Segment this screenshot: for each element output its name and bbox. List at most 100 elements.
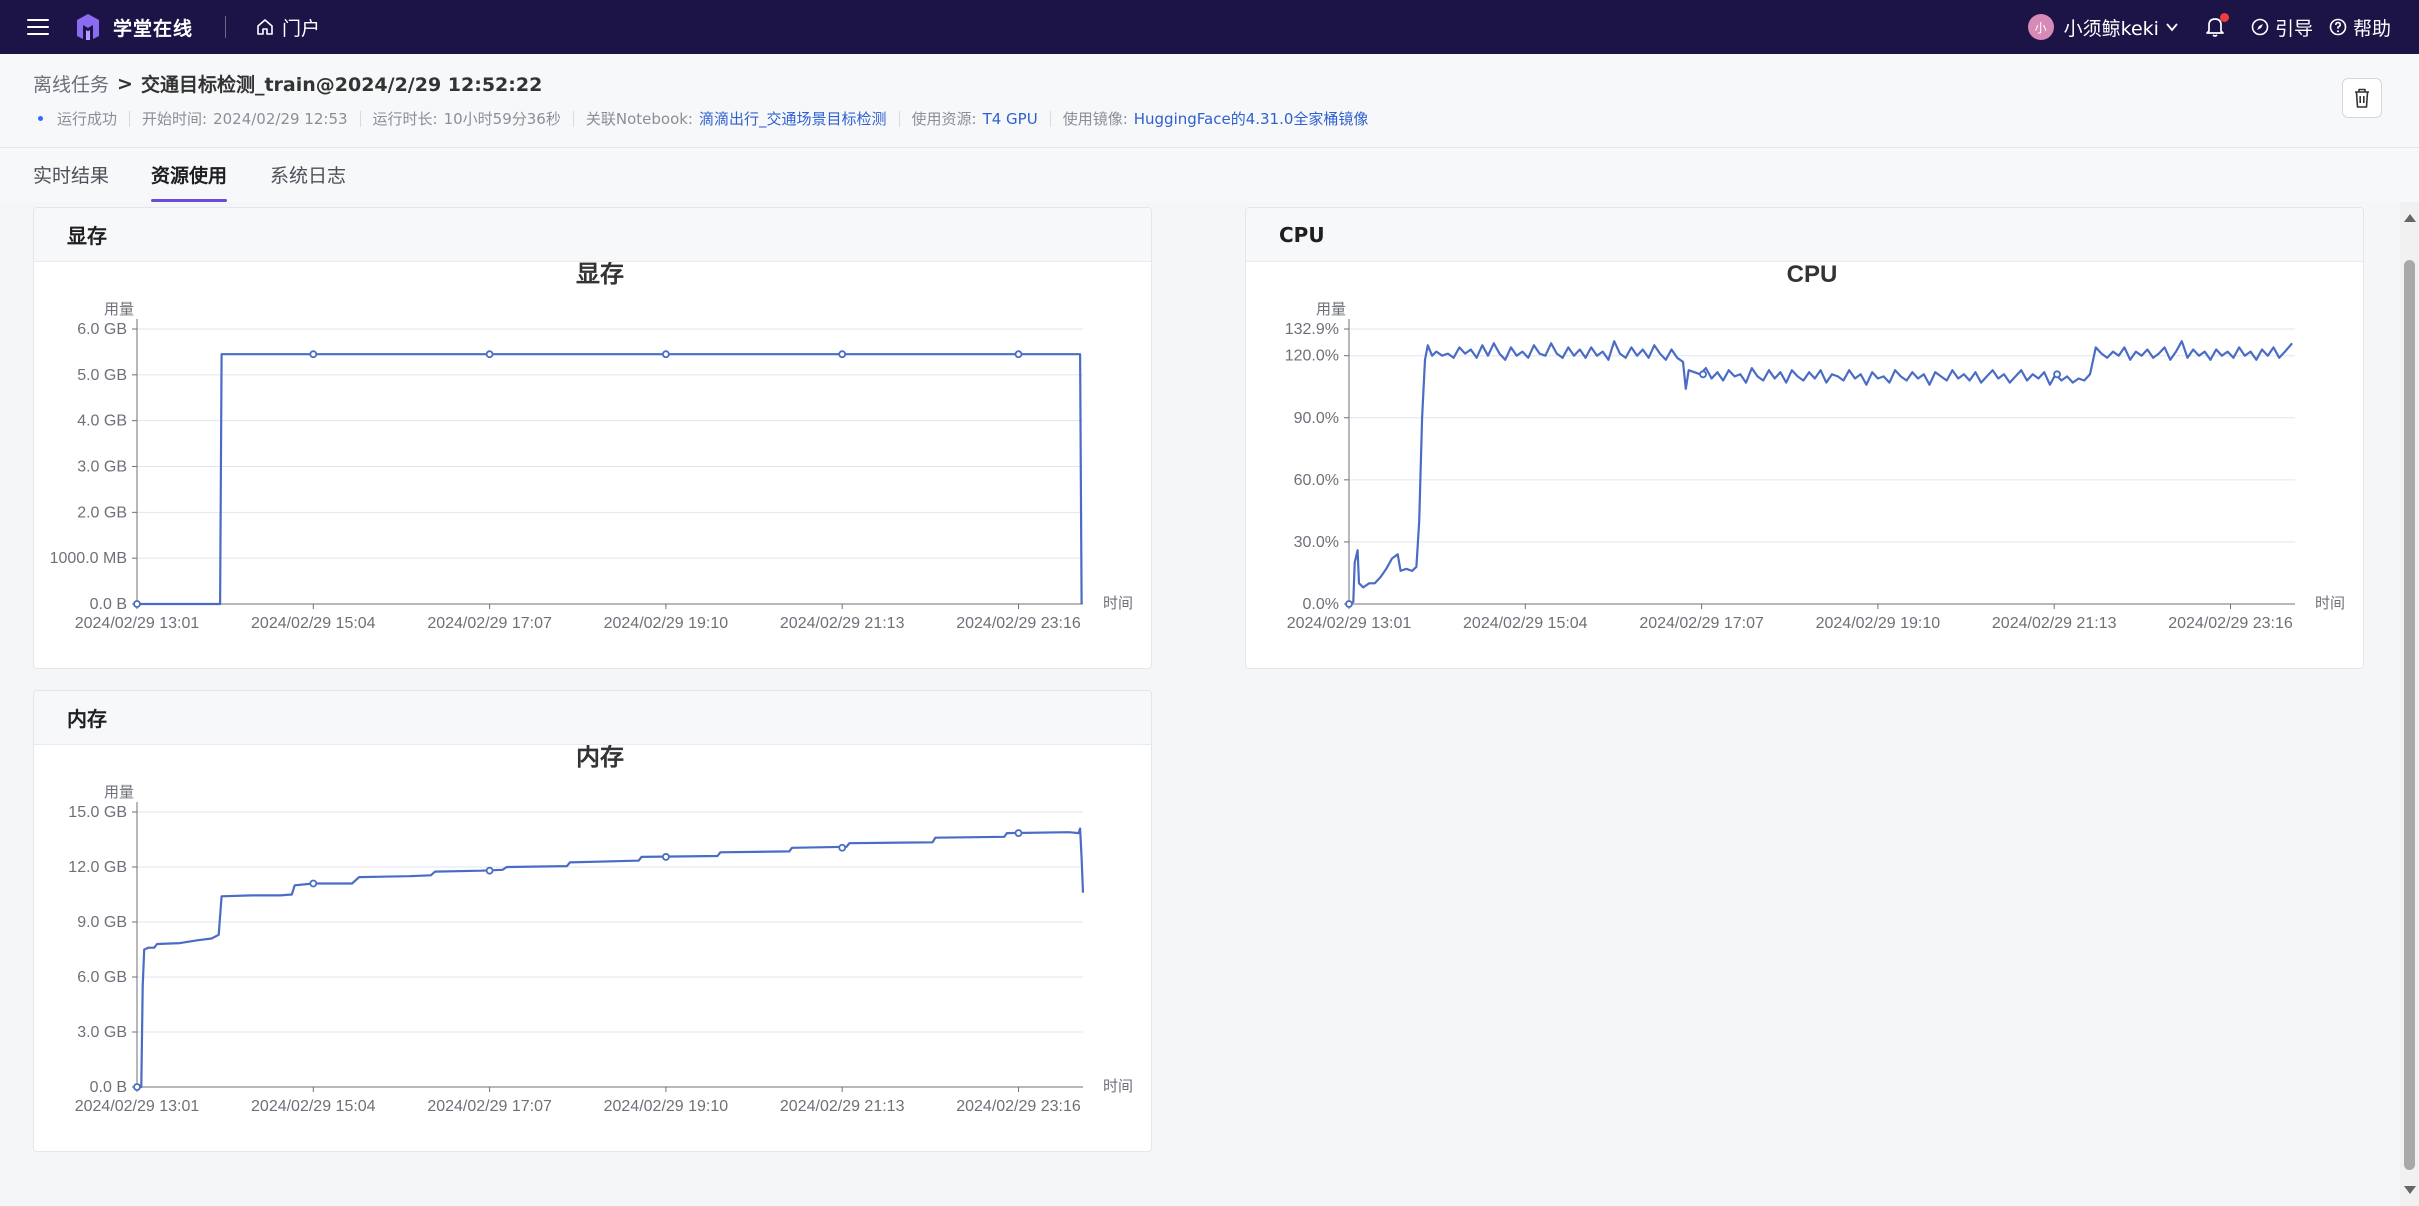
chart-title: 显存 (576, 262, 624, 288)
delete-button[interactable] (2342, 78, 2382, 118)
x-tick-label: 2024/02/29 19:10 (1816, 615, 1941, 632)
y-tick-label: 60.0% (1294, 472, 1339, 489)
resource-label: 使用资源: (911, 110, 977, 128)
chevron-down-icon (2166, 23, 2178, 32)
y-tick-label: 3.0 GB (77, 1024, 127, 1041)
notification-button[interactable] (2205, 13, 2229, 38)
y-tick-label: 9.0 GB (77, 914, 127, 931)
x-tick-label: 2024/02/29 17:07 (1639, 615, 1764, 632)
data-point (1699, 370, 1707, 379)
start-time-label: 开始时间: (142, 110, 208, 128)
x-tick-label: 2024/02/29 17:07 (427, 1098, 552, 1115)
status-text: 运行成功 (57, 110, 118, 128)
task-meta: 运行成功 开始时间: 2024/02/29 12:53 运行时长: 10小时59… (38, 108, 1368, 129)
notification-dot (2219, 13, 2229, 22)
x-tick-label: 2024/02/29 13:01 (75, 615, 200, 632)
user-menu[interactable]: 小须鲸keki (2064, 14, 2179, 41)
divider (129, 110, 131, 127)
x-tick-label: 2024/02/29 13:01 (75, 1098, 200, 1115)
y-tick-label: 0.0% (1303, 596, 1339, 613)
panel-title: 显存 (34, 208, 1151, 262)
x-axis-label: 时间 (1103, 1077, 1133, 1095)
x-tick-label: 2024/02/29 19:10 (604, 1098, 729, 1115)
data-point (838, 350, 847, 359)
x-tick-label: 2024/02/29 21:13 (1992, 615, 2117, 632)
breadcrumb-parent[interactable]: 离线任务 (33, 74, 110, 96)
start-time: 开始时间: 2024/02/29 12:53 (142, 108, 348, 129)
breadcrumb-separator: > (117, 72, 133, 95)
x-axis-label: 时间 (2315, 594, 2345, 612)
notebook-label: 关联Notebook: (585, 110, 693, 128)
guide-button[interactable]: 引导 (2251, 14, 2313, 41)
data-point (133, 600, 141, 608)
username: 小须鲸keki (2063, 17, 2159, 40)
logo-text: 学堂在线 (113, 17, 194, 40)
x-tick-label: 2024/02/29 21:13 (780, 1098, 905, 1115)
data-point (1014, 829, 1023, 837)
duration-value: 10小时59分36秒 (443, 110, 561, 128)
series-line (1348, 340, 2293, 605)
scrollbar[interactable] (2400, 202, 2419, 1206)
x-tick-label: 2024/02/29 15:04 (251, 1098, 376, 1115)
scrollbar-thumb[interactable] (2404, 260, 2415, 1170)
data-point (1014, 350, 1023, 359)
help-button[interactable]: 帮助 (2329, 14, 2391, 41)
x-tick-label: 2024/02/29 21:13 (780, 615, 905, 632)
task-header: 离线任务 > 交通目标检测_train@2024/2/29 12:52:22 运… (0, 54, 2419, 148)
x-tick-label: 2024/02/29 23:16 (2168, 615, 2293, 632)
series-line (137, 827, 1085, 1089)
cpu-panel: CPU CPU 用量 0.0% 30.0% 60.0% 90.0% 120.0% 132.9%… (1245, 207, 2364, 669)
y-tick-label: 3.0 GB (77, 459, 127, 476)
tab-bar: 实时结果 资源使用 系统日志 (0, 148, 2419, 202)
data-point (662, 853, 670, 861)
divider (1049, 110, 1051, 127)
portal-label: 门户 (282, 17, 321, 40)
chart-title: 内存 (576, 745, 624, 771)
top-navbar: 学堂在线 门户 小 小须鲸keki 引导 帮助 (0, 0, 2419, 54)
tab-system-log[interactable]: 系统日志 (270, 165, 347, 187)
divider (359, 110, 361, 127)
logo[interactable]: 学堂在线 (73, 12, 193, 42)
x-tick-label: 2024/02/29 13:01 (1287, 615, 1412, 632)
resource-link[interactable]: T4 GPU (982, 109, 1038, 128)
scroll-down-arrow[interactable] (2404, 1186, 2416, 1194)
menu-icon[interactable] (27, 19, 49, 35)
tab-realtime[interactable]: 实时结果 (33, 165, 110, 187)
chart-title: CPU (1787, 262, 1838, 288)
data-point (485, 866, 494, 875)
notebook: 关联Notebook: 滴滴出行_交通场景目标检测 (586, 108, 887, 129)
divider (572, 110, 574, 127)
image-link[interactable]: HuggingFace的4.31.0全家桶镜像 (1133, 110, 1369, 128)
notebook-link[interactable]: 滴滴出行_交通场景目标检测 (698, 110, 887, 128)
home-icon (257, 19, 273, 35)
y-tick-label: 90.0% (1294, 410, 1339, 427)
panel-title: 内存 (34, 691, 1151, 745)
y-tick-label: 12.0 GB (68, 859, 127, 876)
image: 使用镜像: HuggingFace的4.31.0全家桶镜像 (1063, 108, 1369, 129)
y-tick-label: 4.0 GB (77, 413, 127, 430)
memory-panel: 内存 内存 用量 0.0 B 3.0 GB 6.0 GB 9.0 GB 12.0 GB 15.… (33, 690, 1152, 1152)
portal-link[interactable]: 门户 (256, 14, 320, 41)
data-point (2053, 370, 2061, 379)
series-line (137, 353, 1083, 606)
y-tick-label: 6.0 GB (77, 321, 127, 338)
y-tick-label: 120.0% (1285, 348, 1339, 365)
status-badge: 运行成功 (38, 108, 117, 129)
scroll-up-arrow[interactable] (2404, 214, 2416, 222)
help-icon (2329, 18, 2347, 36)
divider (225, 16, 227, 38)
breadcrumb: 离线任务 > 交通目标检测_train@2024/2/29 12:52:22 (33, 70, 542, 97)
x-axis-label: 时间 (1103, 594, 1133, 612)
data-point (662, 350, 670, 359)
logo-icon (77, 14, 99, 40)
status-dot (38, 116, 43, 121)
data-point (133, 1083, 141, 1091)
help-label: 帮助 (2352, 17, 2391, 40)
y-tick-label: 1000.0 MB (50, 550, 127, 567)
duration-label: 运行时长: (372, 110, 438, 128)
x-tick-label: 2024/02/29 19:10 (604, 615, 729, 632)
tab-resource-usage[interactable]: 资源使用 (151, 148, 228, 202)
trash-icon (2355, 88, 2369, 108)
avatar[interactable]: 小 (2027, 14, 2054, 40)
